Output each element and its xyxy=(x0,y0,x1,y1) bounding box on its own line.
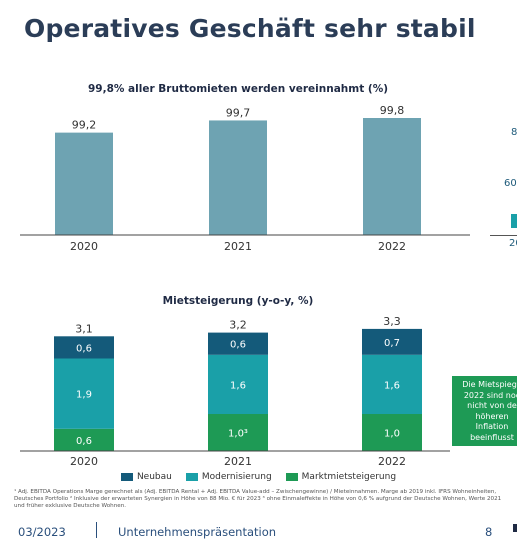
segment-value-label: 1,0 xyxy=(384,429,400,440)
side-peek-axis xyxy=(490,235,517,236)
segment-value-label: 0,7 xyxy=(384,338,400,349)
bar-value-label: 99,2 xyxy=(72,119,97,132)
segment-value-label: 0,6 xyxy=(76,436,92,447)
x-tick-label: 2020 xyxy=(70,455,98,468)
bar-2022 xyxy=(363,118,421,235)
legend-swatch-modernisierung xyxy=(185,473,198,481)
stacked-segment-neubau xyxy=(54,336,114,359)
callout-line: beeinflusst xyxy=(470,432,514,442)
bar-value-label: 99,7 xyxy=(226,106,251,119)
stacked-segment-modernisierung xyxy=(54,358,114,429)
side-peek-label-bottom: 20 xyxy=(509,238,517,249)
bar-2021 xyxy=(209,120,267,235)
segment-value-label: 1,0³ xyxy=(228,429,248,440)
chart-title: Mietsteigerung (y-o-y, %) xyxy=(163,295,314,307)
segment-value-label: 0,6 xyxy=(230,340,246,351)
bar-value-label: 99,8 xyxy=(380,104,405,117)
footer-presentation-name: Unternehmenspräsentation xyxy=(118,525,277,539)
x-tick-label: 2020 xyxy=(70,240,98,253)
legend-swatch-neubau xyxy=(120,473,133,481)
legend-label: Modernisierung xyxy=(201,472,272,482)
legend-label: Neubau xyxy=(136,472,172,482)
footnote: ¹ Adj. EBITDA Operations Marge gerechnet… xyxy=(14,489,502,509)
footer-divider xyxy=(96,522,97,538)
segment-value-label: 1,6 xyxy=(384,380,400,391)
legend-label: Marktmietsteigerung xyxy=(301,472,397,482)
side-peek-label-top: 8 xyxy=(511,127,517,138)
side-peek-bar xyxy=(511,214,517,228)
side-peek-label-mid: 60 xyxy=(504,178,517,189)
collection-rate-chart-svg: 99,8% aller Bruttomieten werden vereinna… xyxy=(20,83,470,253)
rent-growth-chart-svg: Mietsteigerung (y-o-y, %) 0,6 1,9 0,6 3,1 202… xyxy=(20,295,450,468)
footer-page-number: 8 xyxy=(485,525,493,539)
stacked-segment-modernisierung xyxy=(208,354,268,414)
x-tick-label: 2022 xyxy=(378,455,406,468)
x-tick-label: 2021 xyxy=(224,240,252,253)
collection-rate-chart: 99,8% aller Bruttomieten werden vereinna… xyxy=(0,0,517,270)
bar-total-label: 3,3 xyxy=(383,315,401,328)
bar-2020 xyxy=(55,132,113,235)
callout-line: Die Mietspiege xyxy=(462,380,517,389)
legend-item-marktmietsteigerung: Marktmietsteigerung xyxy=(285,472,397,482)
x-tick-label: 2021 xyxy=(224,455,252,468)
chart-legend: Neubau Modernisierung Marktmietsteigerun… xyxy=(0,472,517,482)
bar-total-label: 3,1 xyxy=(75,322,93,335)
legend-item-modernisierung: Modernisierung xyxy=(185,472,272,482)
stacked-segment-neubau xyxy=(208,332,268,355)
footer-date: 03/2023 xyxy=(18,525,66,539)
segment-value-label: 1,6 xyxy=(230,380,246,391)
inflation-callout: Die Mietspiege 2022 sind noc nicht von d… xyxy=(452,376,517,446)
page-title: Operatives Geschäft sehr stabil xyxy=(24,14,476,43)
stacked-segment-neubau xyxy=(362,328,422,355)
callout-line: höheren xyxy=(475,411,509,421)
legend-swatch-marktmietsteigerung xyxy=(285,473,298,481)
segment-value-label: 1,9 xyxy=(76,390,92,401)
stacked-segment-marktmietsteigerung xyxy=(208,414,268,451)
stacked-segment-marktmietsteigerung xyxy=(54,428,114,451)
chart-title: 99,8% aller Bruttomieten werden vereinna… xyxy=(88,83,388,95)
callout-line: nicht von de xyxy=(467,401,517,410)
callout-line: Inflation xyxy=(475,422,509,431)
x-tick-label: 2022 xyxy=(378,240,406,253)
bar-total-label: 3,2 xyxy=(229,319,247,332)
edge-marker xyxy=(513,524,517,532)
legend-item-neubau: Neubau xyxy=(120,472,172,482)
stacked-segment-modernisierung xyxy=(362,354,422,414)
callout-line: 2022 sind noc xyxy=(463,390,517,400)
rent-growth-chart: Mietsteigerung (y-o-y, %) 0,6 1,9 0,6 3,1 202… xyxy=(20,295,450,468)
stacked-segment-marktmietsteigerung xyxy=(362,414,422,451)
page-footer: 03/2023 Unternehmenspräsentation 8 xyxy=(0,516,517,544)
segment-value-label: 0,6 xyxy=(76,343,92,354)
